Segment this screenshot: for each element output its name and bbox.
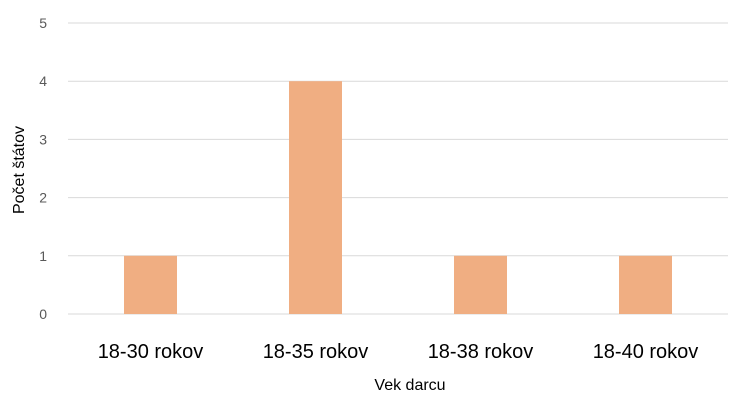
- bar: [454, 255, 507, 314]
- x-axis-ticks: 18-30 rokov 18-35 rokov 18-38 rokov 18-40 r…: [98, 341, 699, 363]
- x-tick-label: 18-38 rokov: [428, 341, 534, 363]
- bar: [289, 81, 342, 314]
- y-tick-label: 2: [39, 190, 47, 206]
- gridlines: [68, 22, 728, 315]
- y-tick-label: 3: [39, 131, 47, 147]
- x-tick-label: 18-35 rokov: [263, 341, 369, 363]
- x-tick-label: 18-30 rokov: [98, 341, 204, 363]
- x-axis-label: Vek darcu: [374, 377, 445, 394]
- bar: [124, 255, 177, 314]
- y-tick-label: 4: [39, 73, 47, 89]
- y-tick-label: 5: [39, 15, 47, 31]
- y-axis-ticks: 0 1 2 3 4 5: [39, 15, 47, 322]
- x-tick-label: 18-40 rokov: [593, 341, 699, 363]
- bars: [124, 81, 672, 314]
- bar: [619, 255, 672, 314]
- y-axis-label: Počet štátov: [11, 126, 28, 214]
- y-tick-label: 0: [39, 306, 47, 322]
- y-tick-label: 1: [39, 248, 47, 264]
